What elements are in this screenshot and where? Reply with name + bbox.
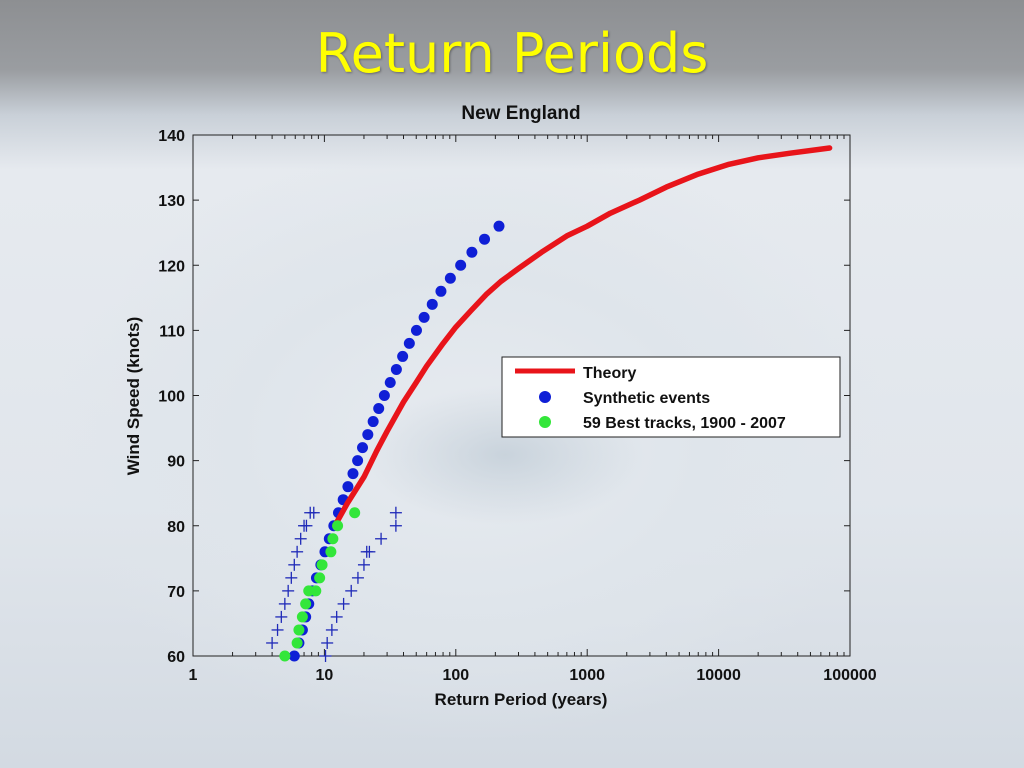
ci-upper-marker [375, 532, 388, 545]
x-tick-label: 10 [316, 667, 334, 684]
best-track-point [310, 585, 322, 597]
legend-theory-label: Theory [583, 365, 636, 382]
ci-upper-marker [363, 545, 376, 558]
synthetic-event-point [418, 311, 430, 323]
synthetic-event-point [466, 246, 478, 258]
synthetic-event-point [455, 259, 467, 271]
x-tick-label: 100000 [823, 667, 876, 684]
synthetic-event-point [288, 650, 300, 662]
ci-upper-marker [330, 610, 343, 623]
y-tick-label: 100 [158, 389, 185, 406]
confidence-bounds [266, 506, 402, 662]
ci-upper-marker [389, 506, 402, 519]
ci-upper-marker [337, 597, 350, 610]
ci-lower-marker [271, 623, 284, 636]
legend-best-label: 59 Best tracks, 1900 - 2007 [583, 415, 786, 432]
synthetic-event-point [493, 220, 505, 232]
synthetic-event-point [384, 376, 396, 388]
x-tick-label: 10000 [696, 667, 741, 684]
ci-upper-marker [321, 636, 334, 649]
y-tick-label: 90 [167, 454, 185, 471]
ci-lower-marker [291, 545, 304, 558]
legend-synthetic-swatch [539, 391, 551, 403]
ci-lower-marker [285, 571, 298, 584]
y-tick-label: 140 [158, 128, 185, 145]
best-track-point [316, 559, 328, 571]
synthetic-event-point [373, 403, 385, 415]
y-tick-label: 70 [167, 584, 185, 601]
best-track-point [279, 650, 291, 662]
ci-lower-marker [294, 532, 307, 545]
synthetic-event-point [352, 455, 364, 467]
ci-lower-marker [282, 584, 295, 597]
series-layer [279, 145, 833, 662]
synthetic-event-point [362, 429, 374, 441]
x-tick-label: 1000 [569, 667, 605, 684]
y-axis-label: Wind Speed (knots) [124, 317, 143, 476]
y-tick-label: 60 [167, 649, 185, 666]
ci-lower-marker [275, 610, 288, 623]
synthetic-event-point [410, 324, 422, 336]
ci-lower-marker [300, 519, 313, 532]
best-track-point [349, 507, 361, 519]
synthetic-event-point [444, 272, 456, 284]
synthetic-event-point [357, 442, 369, 454]
best-track-point [314, 572, 326, 584]
x-tick-label: 1 [189, 667, 198, 684]
synthetic-event-point [347, 468, 359, 480]
ci-upper-marker [351, 571, 364, 584]
y-tick-label: 80 [167, 519, 185, 536]
ci-upper-marker [389, 519, 402, 532]
synthetic-event-point [479, 233, 491, 245]
ci-lower-marker [278, 597, 291, 610]
synthetic-event-point [378, 390, 390, 401]
best-track-point [300, 598, 312, 610]
chart-title: New England [461, 103, 580, 124]
best-track-point [327, 533, 339, 545]
y-tick-label: 110 [159, 323, 185, 340]
best-track-point [291, 637, 303, 649]
best-track-point [332, 520, 344, 532]
legend-best-swatch [539, 416, 551, 428]
legend-synthetic-label: Synthetic events [583, 390, 710, 407]
best-track-point [325, 546, 337, 558]
synthetic-event-point [426, 298, 438, 310]
ci-upper-marker [325, 623, 338, 636]
x-tick-label: 100 [442, 667, 469, 684]
ci-lower-marker [307, 506, 320, 519]
synthetic-event-point [397, 350, 409, 362]
y-tick-label: 120 [158, 258, 185, 275]
best-track-point [296, 611, 308, 623]
slide-title: Return Periods [315, 22, 709, 85]
ci-upper-marker [319, 650, 332, 662]
theory-line [332, 145, 833, 529]
best-track-point [293, 624, 305, 636]
ci-upper-marker [345, 584, 358, 597]
ci-lower-marker [288, 558, 301, 571]
synthetic-event-point [390, 363, 402, 375]
ci-upper-marker [357, 558, 370, 571]
y-tick-label: 130 [158, 193, 185, 210]
legend: Theory Synthetic events 59 Best tracks, … [501, 356, 841, 438]
synthetic-event-point [342, 481, 354, 493]
x-axis-label: Return Period (years) [435, 690, 608, 709]
synthetic-event-point [367, 416, 379, 428]
ci-lower-marker [266, 636, 279, 649]
synthetic-event-point [435, 285, 447, 297]
synthetic-event-point [403, 337, 415, 349]
